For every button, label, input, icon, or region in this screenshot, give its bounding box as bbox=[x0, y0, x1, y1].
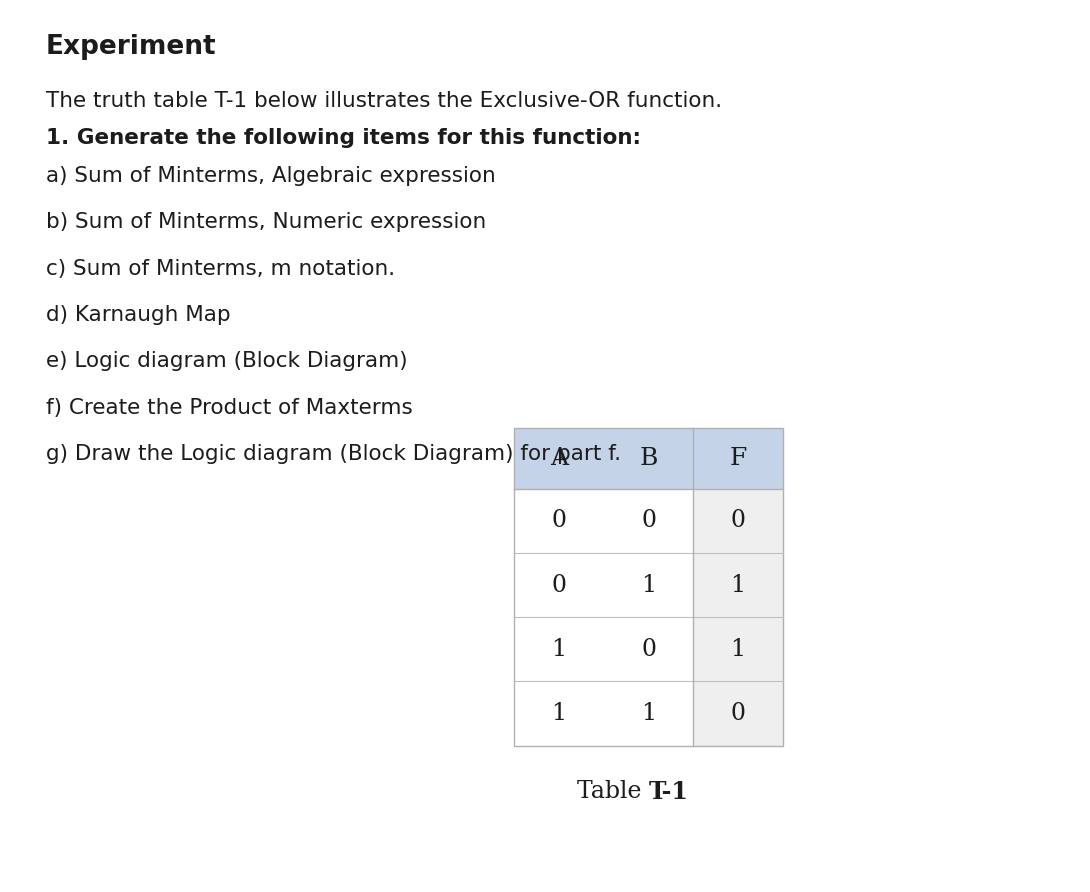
Text: f) Create the Product of Maxterms: f) Create the Product of Maxterms bbox=[46, 398, 412, 417]
Bar bbox=[693, 617, 783, 681]
Text: B: B bbox=[640, 447, 657, 470]
Text: 1: 1 bbox=[552, 638, 567, 661]
Text: b) Sum of Minterms, Numeric expression: b) Sum of Minterms, Numeric expression bbox=[46, 212, 486, 232]
Text: c) Sum of Minterms, m notation.: c) Sum of Minterms, m notation. bbox=[46, 259, 395, 278]
Text: 0: 0 bbox=[552, 509, 567, 533]
Text: 1. Generate the following items for this function:: 1. Generate the following items for this… bbox=[46, 128, 641, 148]
Text: F: F bbox=[729, 447, 747, 470]
Bar bbox=[514, 428, 783, 746]
Text: 0: 0 bbox=[730, 509, 746, 533]
Text: e) Logic diagram (Block Diagram): e) Logic diagram (Block Diagram) bbox=[46, 351, 408, 371]
Text: A: A bbox=[550, 447, 568, 470]
Text: 0: 0 bbox=[730, 702, 746, 725]
Text: T-1: T-1 bbox=[649, 780, 689, 804]
Text: The truth table T-1 below illustrates the Exclusive-OR function.: The truth table T-1 below illustrates th… bbox=[46, 91, 722, 111]
Text: a) Sum of Minterms, Algebraic expression: a) Sum of Minterms, Algebraic expression bbox=[46, 166, 496, 186]
Text: d) Karnaugh Map: d) Karnaugh Map bbox=[46, 305, 230, 325]
Text: Table: Table bbox=[577, 780, 649, 803]
Text: 1: 1 bbox=[552, 702, 567, 725]
Text: 1: 1 bbox=[641, 702, 656, 725]
Text: 0: 0 bbox=[552, 574, 567, 597]
Bar bbox=[514, 428, 783, 489]
Bar bbox=[693, 681, 783, 746]
Bar bbox=[693, 553, 783, 617]
Text: 0: 0 bbox=[641, 638, 656, 661]
Text: 1: 1 bbox=[641, 574, 656, 597]
Text: 0: 0 bbox=[641, 509, 656, 533]
Text: Experiment: Experiment bbox=[46, 34, 217, 60]
Bar bbox=[693, 489, 783, 553]
Text: g) Draw the Logic diagram (Block Diagram) for part f.: g) Draw the Logic diagram (Block Diagram… bbox=[46, 444, 621, 464]
Text: 1: 1 bbox=[730, 638, 746, 661]
Text: 1: 1 bbox=[730, 574, 746, 597]
